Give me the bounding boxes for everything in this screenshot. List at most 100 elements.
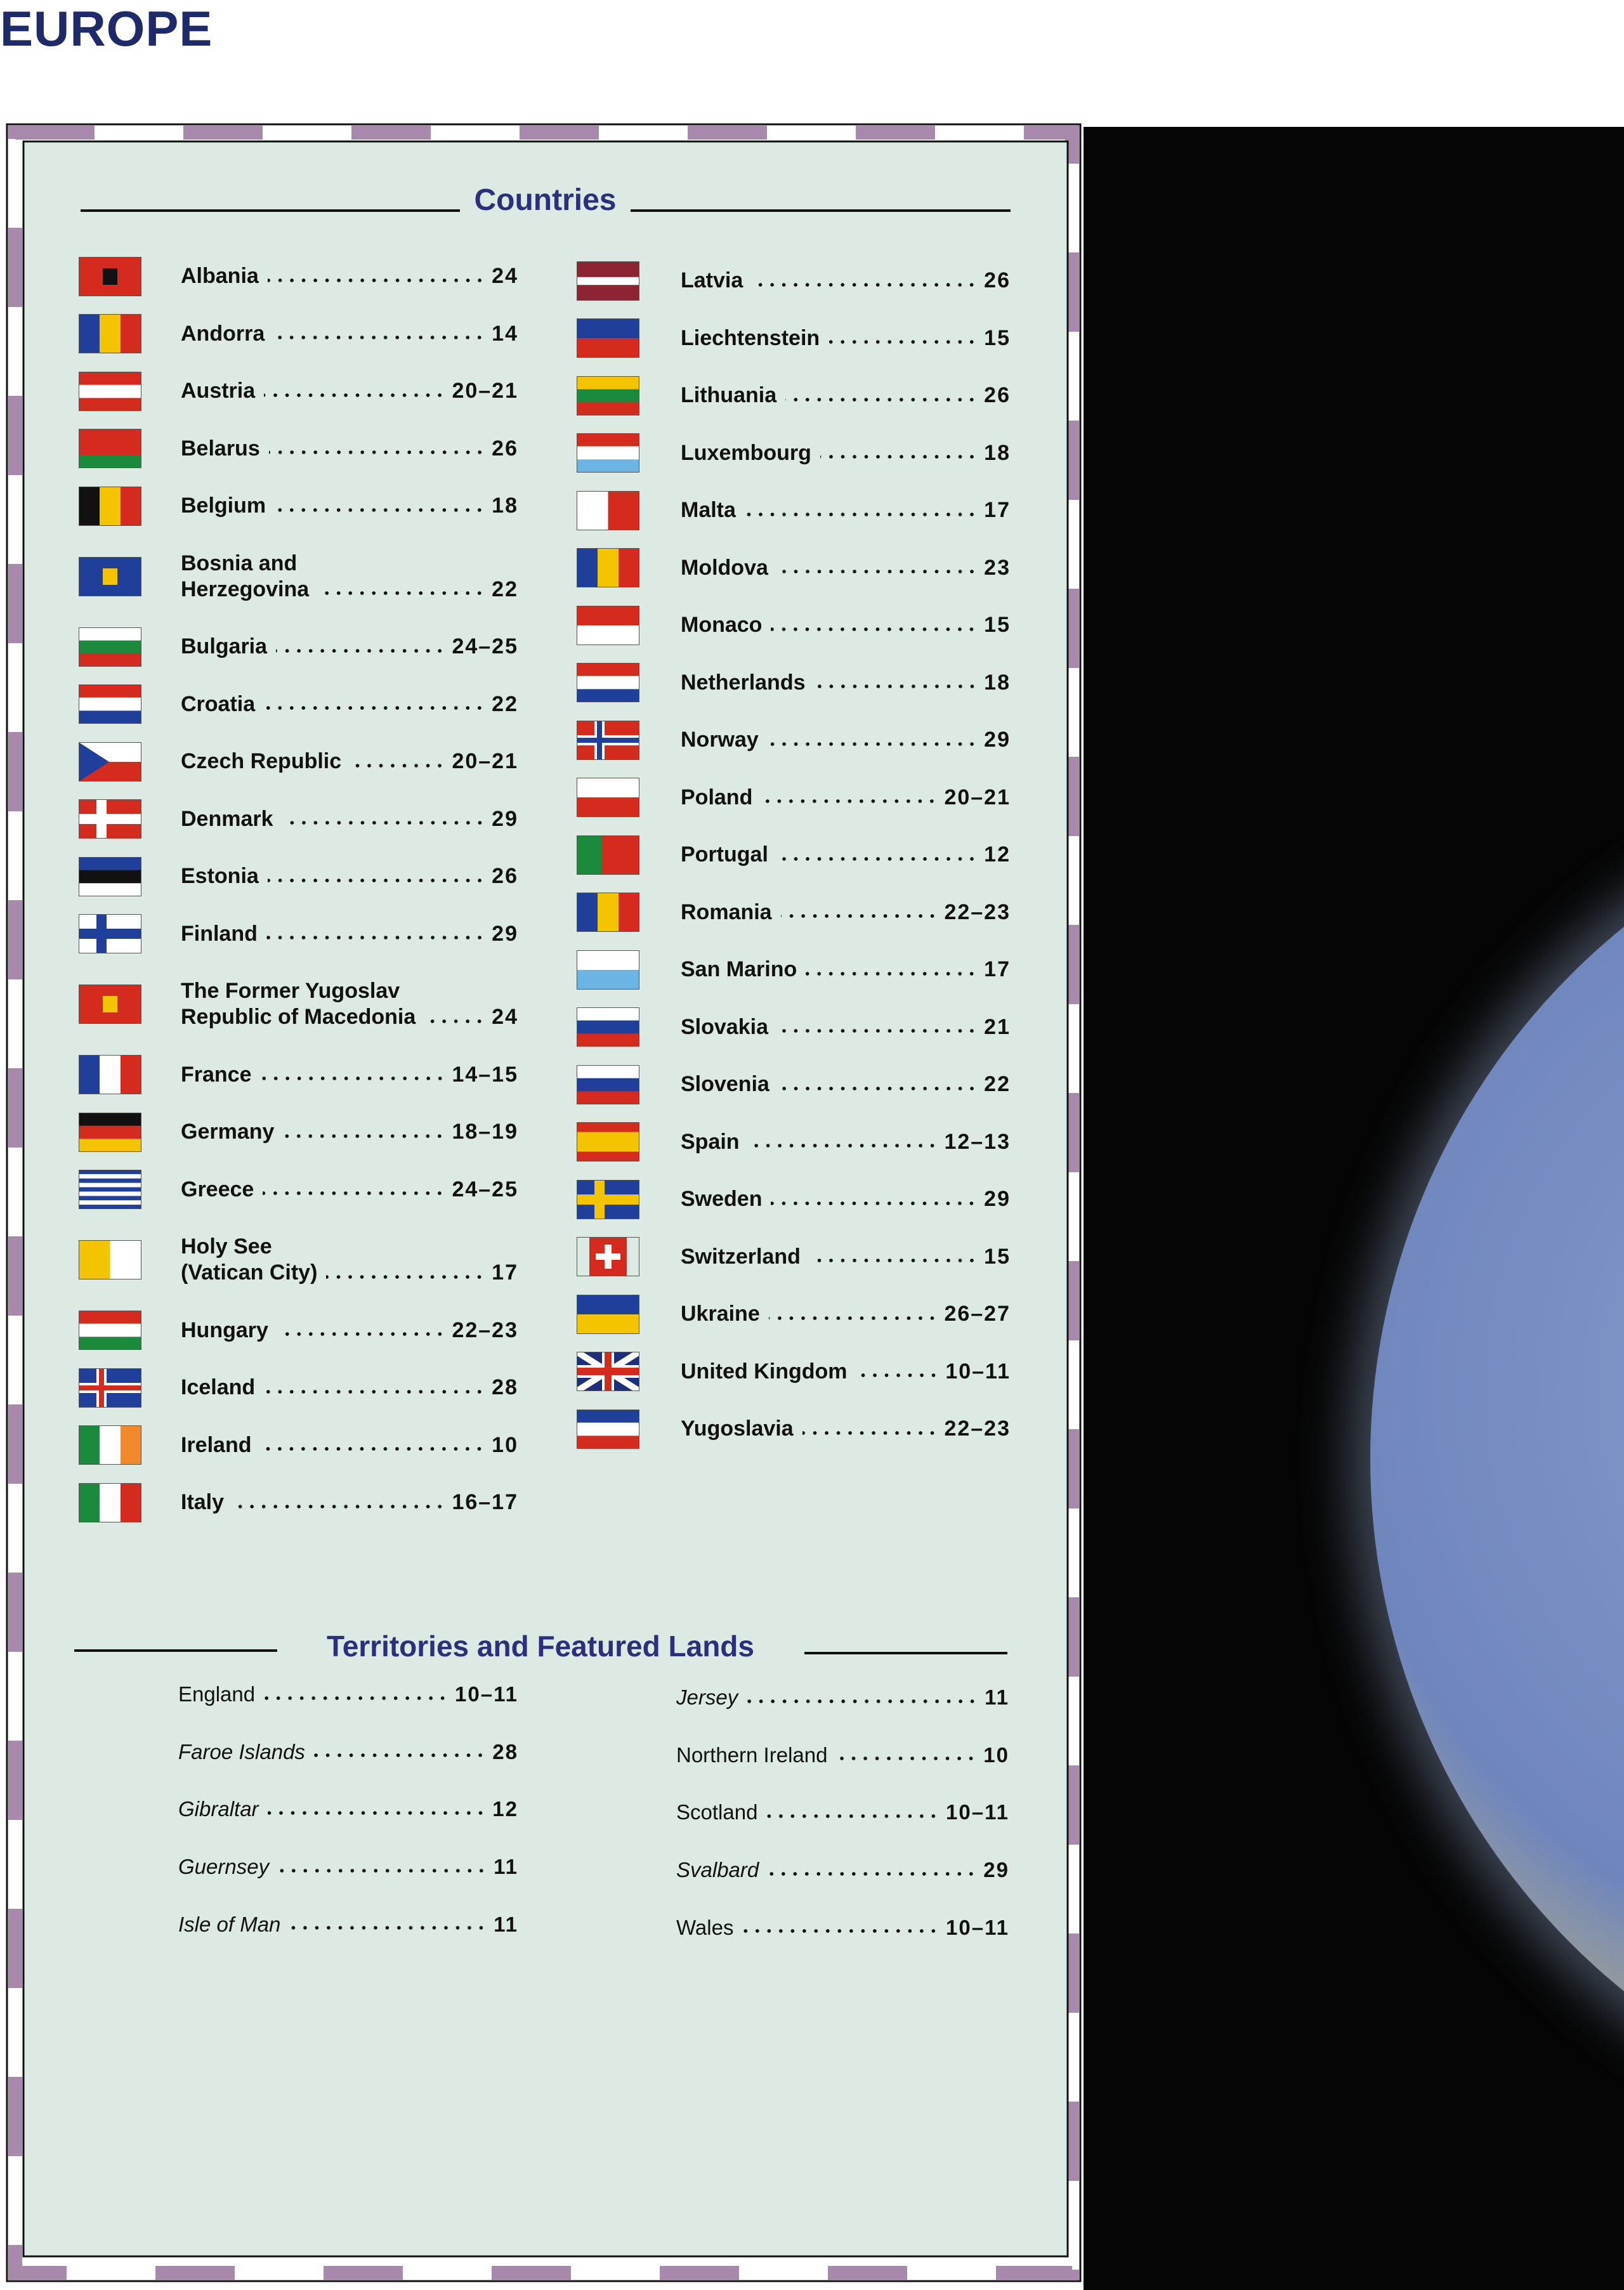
page-number: 15 bbox=[984, 325, 1011, 350]
flag bbox=[577, 1064, 639, 1104]
entry-line: Belarus 26 bbox=[181, 436, 518, 462]
entry-line: Czech Republic 20–21 bbox=[181, 749, 518, 775]
rule bbox=[804, 1652, 1007, 1654]
entry: Iceland 28 bbox=[181, 1375, 518, 1401]
entry-name: Republic of Macedonia bbox=[181, 1005, 416, 1029]
entry-name: Albania bbox=[181, 264, 259, 288]
dot-leader bbox=[273, 336, 486, 339]
entry-name: Iceland bbox=[181, 1375, 256, 1399]
flag bbox=[79, 1425, 141, 1465]
page-number: 20–21 bbox=[944, 785, 1011, 809]
flag bbox=[577, 720, 639, 760]
entry-name: Switzerland bbox=[681, 1244, 801, 1269]
entry-name: Slovenia bbox=[681, 1072, 769, 1096]
entry-name: Lithuania bbox=[681, 383, 777, 407]
entry-line: Monaco 15 bbox=[681, 612, 1011, 638]
entry-line: Greece 24–25 bbox=[181, 1177, 518, 1203]
entry-line: Germany 18–19 bbox=[181, 1119, 518, 1145]
rule bbox=[81, 209, 460, 212]
page-number: 24–25 bbox=[452, 634, 518, 658]
dot-leader bbox=[780, 914, 938, 918]
dot-leader bbox=[856, 1373, 940, 1377]
flag bbox=[79, 1311, 141, 1350]
flag bbox=[577, 376, 639, 415]
entry-name: Hungary bbox=[181, 1318, 268, 1342]
flag bbox=[577, 1237, 639, 1276]
dot-leader bbox=[275, 507, 486, 512]
flag bbox=[577, 1294, 639, 1334]
dot-leader bbox=[776, 570, 978, 573]
page-number: 12 bbox=[984, 842, 1011, 867]
page-number: 15 bbox=[984, 1244, 1011, 1269]
dot-leader bbox=[264, 706, 486, 710]
entry-name: Andorra bbox=[181, 321, 265, 346]
page-number: 12–13 bbox=[944, 1129, 1011, 1154]
page-number: 29 bbox=[984, 728, 1011, 752]
page-number: 28 bbox=[492, 1739, 518, 1763]
page-number: 26 bbox=[984, 383, 1011, 407]
page-number: 15 bbox=[984, 613, 1011, 637]
entry-line: Lithuania 26 bbox=[681, 383, 1011, 409]
entry: Denmark 29 bbox=[181, 806, 518, 832]
entry-name: Netherlands bbox=[681, 670, 806, 695]
dot-leader bbox=[771, 1201, 978, 1205]
entry-line: Portugal 12 bbox=[681, 842, 1011, 868]
flag bbox=[79, 314, 141, 353]
entry-line: Finland 29 bbox=[181, 921, 518, 947]
page-number: 29 bbox=[983, 1858, 1009, 1882]
entry-line: Switzerland 15 bbox=[681, 1244, 1011, 1270]
entry-name: Croatia bbox=[181, 691, 256, 716]
dot-leader bbox=[267, 1810, 487, 1815]
page-number: 24 bbox=[492, 264, 518, 288]
flag bbox=[79, 429, 141, 468]
page-number: 20–21 bbox=[452, 379, 518, 403]
entry: Switzerland 15 bbox=[681, 1244, 1011, 1270]
entry-line: Republic of Macedonia 24 bbox=[181, 1004, 518, 1030]
entry-line: San Marino 17 bbox=[681, 957, 1011, 983]
flag bbox=[577, 1007, 639, 1047]
entry-line: Northern Ireland 10 bbox=[676, 1742, 1009, 1768]
dot-leader bbox=[313, 1753, 487, 1758]
entry-line: Hungary 22–23 bbox=[181, 1318, 518, 1344]
page-number: 21 bbox=[984, 1014, 1011, 1039]
dot-leader bbox=[424, 1019, 486, 1023]
entry-line: France 14–15 bbox=[181, 1062, 518, 1088]
page-number: 20–21 bbox=[452, 749, 518, 773]
flag bbox=[577, 1409, 639, 1449]
page-number: 18 bbox=[492, 494, 518, 518]
entry: San Marino 17 bbox=[681, 957, 1011, 983]
entry-name: Belgium bbox=[181, 494, 266, 518]
entry-name: Yugoslavia bbox=[681, 1417, 794, 1441]
page-number: 29 bbox=[984, 1187, 1011, 1211]
entry: Latvia 26 bbox=[681, 268, 1011, 294]
entry-name: Germany bbox=[181, 1120, 275, 1144]
flag bbox=[577, 1122, 639, 1161]
dot-leader bbox=[776, 1029, 978, 1033]
entry-name: Isle of Man bbox=[178, 1912, 281, 1936]
dot-leader bbox=[778, 1086, 978, 1090]
entry-line: Ireland 10 bbox=[181, 1432, 518, 1458]
entry: Sweden 29 bbox=[681, 1186, 1011, 1212]
entry-name: Svalbard bbox=[676, 1858, 759, 1882]
entry-name: Denmark bbox=[181, 806, 273, 831]
entry-name: Gibraltar bbox=[178, 1797, 259, 1821]
entry-name: United Kingdom bbox=[681, 1359, 848, 1384]
entry-line: Herzegovina 22 bbox=[181, 577, 518, 603]
dot-leader bbox=[747, 1699, 979, 1703]
entry-name: Slovakia bbox=[681, 1014, 768, 1039]
entry: Austria 20–21 bbox=[181, 378, 518, 404]
flag bbox=[79, 799, 141, 839]
page-number: 22 bbox=[492, 577, 518, 601]
entry: Moldova 23 bbox=[681, 555, 1011, 581]
dot-leader bbox=[267, 278, 486, 282]
entry-line: Spain 12–13 bbox=[681, 1129, 1011, 1155]
entry-line: Latvia 26 bbox=[681, 268, 1011, 294]
entry: Liechtenstein 15 bbox=[681, 325, 1011, 351]
flag bbox=[79, 1368, 141, 1408]
dot-leader bbox=[767, 742, 978, 746]
entry-line: Svalbard 29 bbox=[676, 1857, 1009, 1883]
entry: France 14–15 bbox=[181, 1062, 518, 1088]
entry: Wales 10–11 bbox=[676, 1914, 1009, 1940]
flag bbox=[79, 371, 141, 411]
